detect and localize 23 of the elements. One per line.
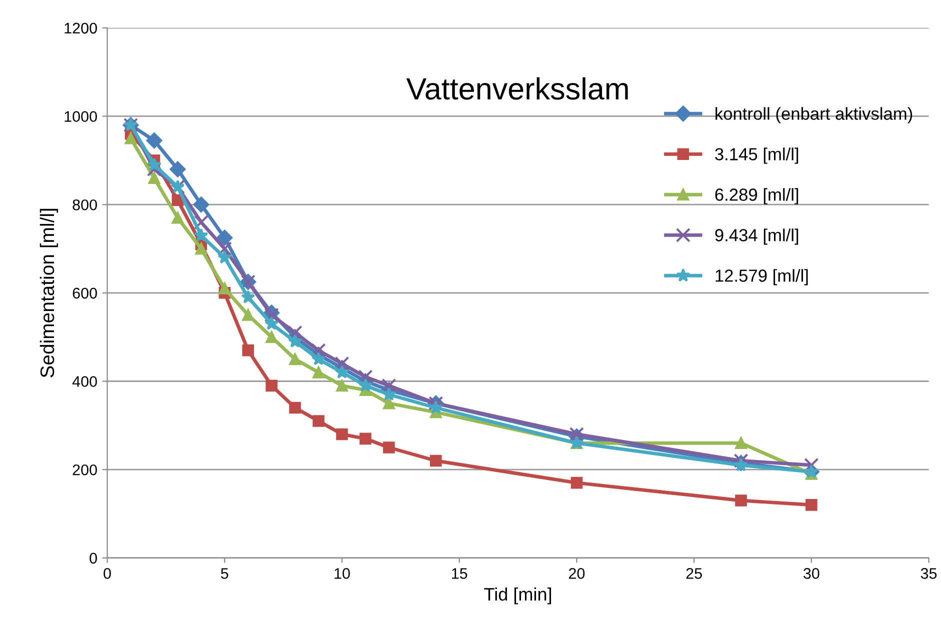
- y-tick-label: 400: [72, 376, 97, 387]
- y-axis-title: Sedimentation [ml/l]: [40, 208, 58, 378]
- legend-label: 3.145 [ml/l]: [715, 148, 798, 164]
- x-tick-label: 15: [452, 568, 468, 579]
- x-tick-label: 35: [920, 568, 937, 579]
- x-tick-label: 30: [803, 568, 820, 579]
- legend-label: 12.579 [ml/l]: [716, 269, 808, 286]
- legend-label: 9.434 [ml/l]: [715, 228, 798, 245]
- y-tick-label: 1200: [64, 22, 97, 34]
- x-tick-label: 20: [568, 568, 585, 579]
- text: Vattenverksslam: [406, 77, 628, 100]
- x-axis-title: Tid [min]: [484, 587, 552, 604]
- y-tick-label: 1000: [64, 111, 97, 122]
- x-tick-label: 0: [104, 568, 111, 579]
- y-tick-label: 200: [72, 464, 97, 476]
- x-tick-label: 5: [220, 568, 228, 579]
- y-tick-label: 600: [72, 288, 97, 299]
- legend-label: 6.289 [ml/l]: [715, 188, 798, 204]
- x-tick-label: 10: [334, 568, 350, 579]
- y-tick-label: 800: [72, 199, 97, 210]
- x-tick-label: 25: [686, 568, 702, 579]
- y-tick-label: 0: [90, 552, 97, 564]
- legend-label: kontroll (enbart aktivslam): [716, 107, 912, 124]
